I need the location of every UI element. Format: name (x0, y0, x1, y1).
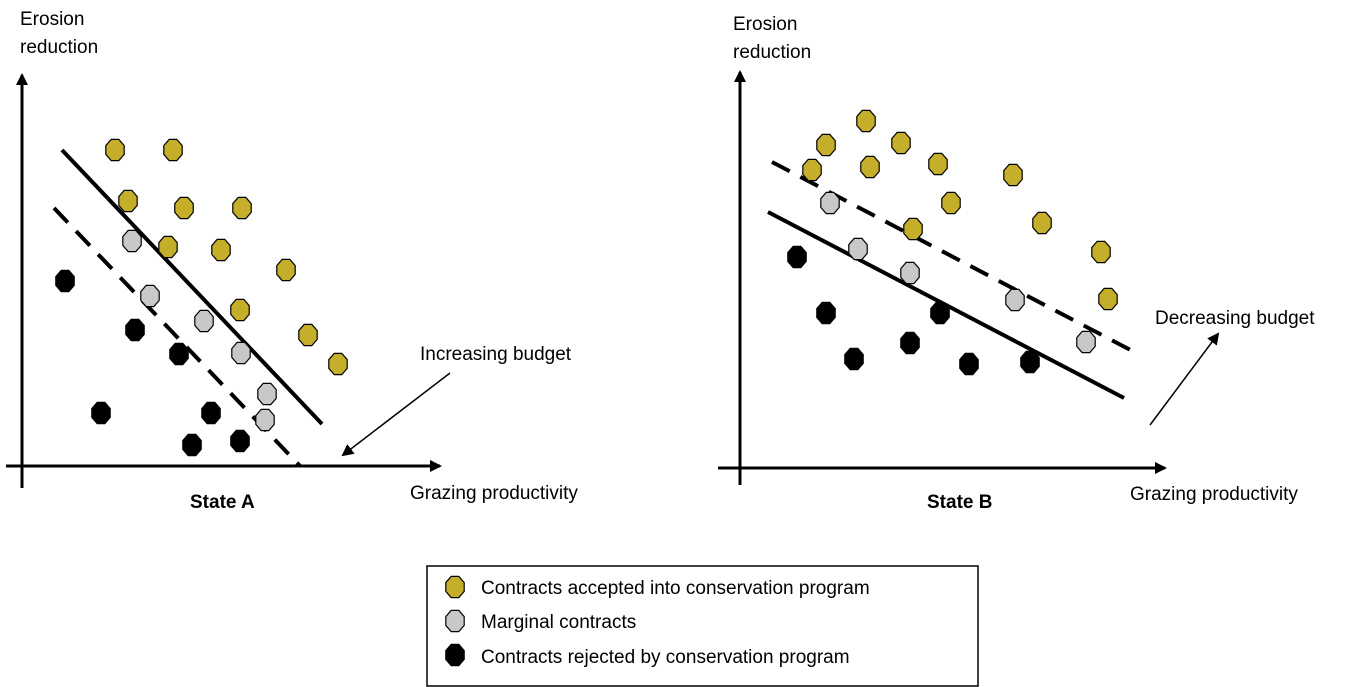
accepted-contract-point (328, 352, 348, 376)
rejected-contract-point (787, 245, 807, 269)
y-axis-label-line1: Erosion (733, 14, 797, 35)
y-axis-label-line2: reduction (733, 42, 811, 63)
legend-label-marginal: Marginal contracts (481, 612, 636, 633)
marginal-contract-point (848, 237, 868, 261)
accepted-contract-point (860, 155, 880, 179)
rejected-contract-point (169, 342, 189, 366)
marginal-contract-point (194, 309, 214, 333)
marginal-contract-point (1005, 288, 1025, 312)
accepted-contract-point (903, 217, 923, 241)
accepted-contract-point (298, 323, 318, 347)
x-axis-label: Grazing productivity (1130, 484, 1298, 505)
panel-title: State A (190, 492, 255, 513)
rejected-contract-point (230, 429, 250, 453)
rejected-contract-point (125, 318, 145, 342)
marginal-contract-point (140, 284, 160, 308)
panel-state-b: Erosion reduction Grazing productivity S… (718, 14, 1315, 513)
accepted-contract-point (118, 189, 138, 213)
budget-annotation: Decreasing budget (1155, 308, 1315, 329)
y-axis-label-line1: Erosion (20, 9, 84, 30)
budget-annotation: Increasing budget (420, 344, 572, 365)
accepted-contract-point (1098, 287, 1118, 311)
accepted-contract-point (163, 138, 183, 162)
rejected-contract-point (91, 401, 111, 425)
marginal-contract-point (231, 341, 251, 365)
accepted-contract-point (1032, 211, 1052, 235)
rejected-contract-point (959, 352, 979, 376)
accepted-contract-point (158, 235, 178, 259)
rejected-contract-point (844, 347, 864, 371)
marginal-contract-point (255, 408, 275, 432)
panel-state-a: Erosion reduction Grazing productivity S… (6, 9, 578, 513)
marginal-contract-point (1076, 330, 1096, 354)
accepted-contract-point (276, 258, 296, 282)
rejected-contract-point (1020, 350, 1040, 374)
rejected-contract-point (182, 433, 202, 457)
accepted-contract-point (174, 196, 194, 220)
x-axis-label: Grazing productivity (410, 483, 578, 504)
rejected-contract-point (930, 301, 950, 325)
budget-line-dashed (771, 160, 1141, 357)
marginal-contract-point (257, 382, 277, 406)
accepted-contract-point (232, 196, 252, 220)
y-axis-label-line2: reduction (20, 37, 98, 58)
accepted-contract-point (856, 109, 876, 133)
accepted-contract-point (105, 138, 125, 162)
annotation-arrow (1149, 332, 1220, 426)
accepted-contract-point (928, 152, 948, 176)
accepted-contract-point (211, 238, 231, 262)
panel-title: State B (927, 492, 992, 513)
budget-line-solid (60, 148, 324, 426)
legend-rejected-icon (445, 643, 465, 667)
rejected-contract-point (201, 401, 221, 425)
legend-accepted-icon (445, 575, 465, 599)
rejected-contract-point (55, 269, 75, 293)
accepted-contract-point (1003, 163, 1023, 187)
accepted-contract-point (1091, 240, 1111, 264)
legend-label-accepted: Contracts accepted into conservation pro… (481, 578, 870, 599)
accepted-contract-point (816, 133, 836, 157)
legend-marginal-icon (445, 609, 465, 633)
accepted-contract-point (941, 191, 961, 215)
legend: Contracts accepted into conservation pro… (426, 565, 979, 687)
marginal-contract-point (122, 229, 142, 253)
contract-points (55, 138, 348, 457)
marginal-contract-point (820, 191, 840, 215)
marginal-contract-point (900, 261, 920, 285)
rejected-contract-point (816, 301, 836, 325)
legend-label-rejected: Contracts rejected by conservation progr… (481, 647, 850, 668)
legend-box (426, 565, 979, 687)
contract-points (787, 109, 1118, 376)
accepted-contract-point (802, 158, 822, 182)
annotation-arrow (341, 372, 451, 457)
accepted-contract-point (891, 131, 911, 155)
rejected-contract-point (900, 331, 920, 355)
accepted-contract-point (230, 298, 250, 322)
